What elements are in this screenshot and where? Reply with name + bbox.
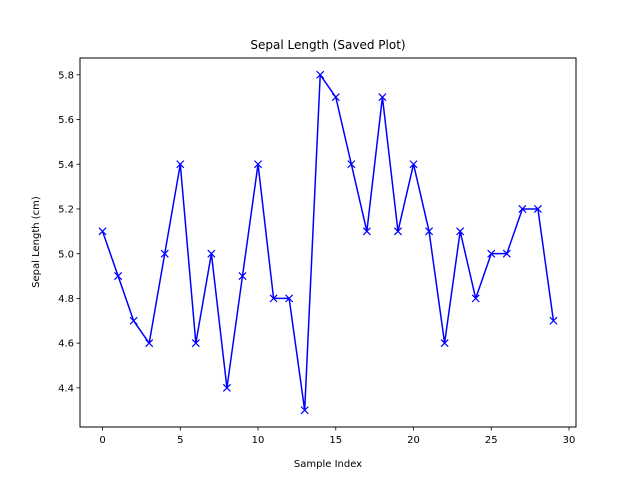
data-point-marker [207, 249, 216, 258]
plot-area: 0 5 10 15 20 25 30 4.4 4.6 4.8 5.0 5.2 5.4 5.6 5.8 [58, 70, 575, 446]
chart-title: Sepal Length (Saved Plot) [250, 38, 405, 52]
data-point-marker [300, 406, 309, 415]
y-tick-label: 5.8 [58, 70, 74, 81]
data-point-marker [129, 316, 138, 325]
data-point-marker [254, 160, 263, 169]
x-tick-label: 30 [563, 435, 576, 446]
data-point-marker [362, 227, 371, 236]
y-tick-label: 4.6 [58, 339, 74, 350]
data-point-marker [502, 249, 511, 258]
x-tick-label: 10 [252, 435, 265, 446]
data-point-marker [238, 272, 247, 281]
data-point-marker [145, 339, 154, 348]
data-point-marker [425, 227, 434, 236]
axes-frame [79, 57, 577, 428]
data-point-marker [98, 227, 107, 236]
data-point-marker [549, 316, 558, 325]
y-tick-label: 5.0 [58, 249, 74, 260]
data-point-marker [393, 227, 402, 236]
data-point-marker [440, 339, 449, 348]
x-axis-label: Sample Index [294, 459, 362, 470]
data-point-marker [331, 93, 340, 102]
x-tick-label: 25 [485, 435, 498, 446]
y-tick-label: 4.4 [58, 383, 74, 394]
data-point-marker [487, 249, 496, 258]
y-axis-label: Sepal Length (cm) [31, 196, 42, 288]
y-tick-label: 4.8 [58, 294, 74, 305]
x-tick-label: 15 [329, 435, 342, 446]
x-tick-label: 20 [407, 435, 420, 446]
data-point-marker [114, 272, 123, 281]
x-tick-label: 5 [177, 435, 183, 446]
data-point-marker [378, 93, 387, 102]
data-point-marker [191, 339, 200, 348]
data-point-marker [347, 160, 356, 169]
series-line [101, 74, 555, 411]
data-point-marker [518, 204, 527, 213]
data-point-marker [471, 294, 480, 303]
data-point-marker [160, 249, 169, 258]
data-point-marker [222, 383, 231, 392]
y-tick-label: 5.4 [58, 160, 74, 171]
data-point-marker [285, 294, 294, 303]
data-point-marker [269, 294, 278, 303]
y-tick-label: 5.6 [58, 115, 74, 126]
y-tick-label: 5.2 [58, 205, 74, 216]
data-point-marker [316, 70, 325, 79]
data-point-marker [533, 204, 542, 213]
data-point-marker [456, 227, 465, 236]
data-point-marker [176, 160, 185, 169]
data-point-marker [409, 160, 418, 169]
x-tick-label: 0 [99, 435, 105, 446]
